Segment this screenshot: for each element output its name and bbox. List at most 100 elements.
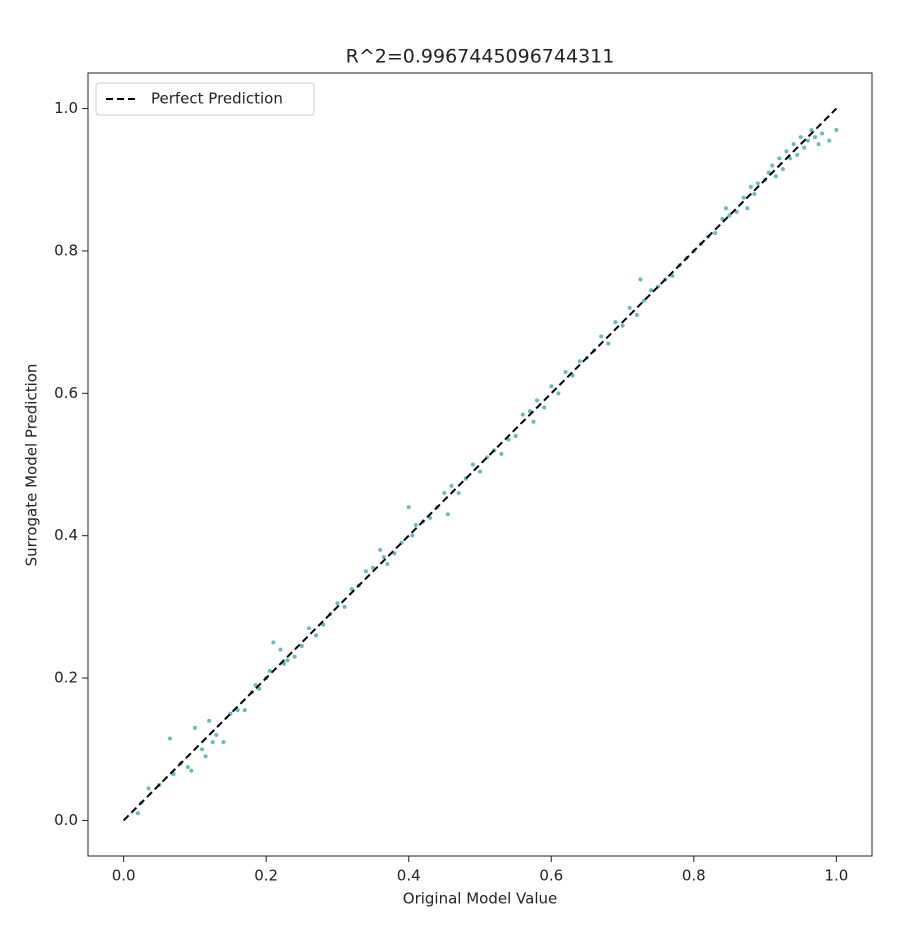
point [784,149,789,154]
point [734,209,739,214]
point [791,142,796,147]
point [185,765,190,770]
point [445,512,450,517]
x-tick-label: 0.8 [682,867,706,885]
point [506,437,511,442]
point [456,490,461,495]
plot-frame [87,72,873,857]
point [788,156,793,161]
x-axis-label: Original Model Value [403,890,557,908]
point [210,740,215,745]
y-tick-label: 1.0 [54,99,78,117]
y-tick-label: 0.4 [54,526,78,544]
point [770,163,775,168]
point [413,523,418,528]
point [278,647,283,652]
point [385,562,390,567]
point [406,505,411,510]
x-tick-label: 0.4 [397,867,421,885]
point [606,341,611,346]
point [135,811,140,816]
point [449,483,454,488]
point [649,288,654,293]
point [834,127,839,132]
point [795,152,800,157]
point [314,633,319,638]
point [549,384,554,389]
point [207,718,212,723]
point [755,181,760,186]
point [820,131,825,136]
point [777,156,782,161]
point [641,298,646,303]
point [292,654,297,659]
point [363,569,368,574]
point [720,216,725,221]
point [146,786,151,791]
y-axis-label: Surrogate Model Prediction [23,364,41,567]
point [827,138,832,143]
point [542,405,547,410]
point [442,490,447,495]
point [727,213,732,218]
point [570,373,575,378]
point [816,142,821,147]
point [613,320,618,325]
point [253,683,258,688]
point [527,409,532,414]
point [470,462,475,467]
point [189,768,194,773]
y-tick-label: 0.8 [54,241,78,259]
point [321,622,326,627]
point [200,747,205,752]
point [335,601,340,606]
point [812,135,817,140]
point [780,167,785,172]
point [752,192,757,197]
x-tick-label: 0.2 [254,867,278,885]
point [299,644,304,649]
point [745,206,750,211]
point [306,626,311,631]
point [627,305,632,310]
y-tick-label: 0.6 [54,384,78,402]
point [428,515,433,520]
point [257,686,262,691]
point [381,555,386,560]
legend-box [95,82,315,116]
point [171,772,176,777]
point [214,732,219,737]
point [282,661,286,666]
point [478,469,482,474]
point [203,754,208,759]
point [410,533,415,538]
point [773,174,778,179]
point [620,323,625,328]
point [342,604,347,609]
point [599,334,604,339]
point [805,138,810,143]
point [535,398,540,403]
point [513,434,518,439]
point [167,736,172,741]
y-tick-label: 0.2 [54,669,78,687]
point [267,668,272,673]
x-tick-label: 1.0 [824,867,848,885]
point [634,313,639,318]
point [392,551,397,556]
point [798,135,803,140]
point [802,145,807,150]
chart-title: R^2=0.9967445096744311 [346,46,615,68]
point [378,547,383,552]
point [748,184,753,189]
point [235,708,240,713]
point [670,273,675,278]
point [371,565,376,570]
point [577,359,582,364]
point [192,725,197,730]
point [221,740,226,745]
point [271,640,276,645]
point [741,195,746,200]
x-tick-label: 0.0 [112,867,136,885]
point [723,206,728,211]
